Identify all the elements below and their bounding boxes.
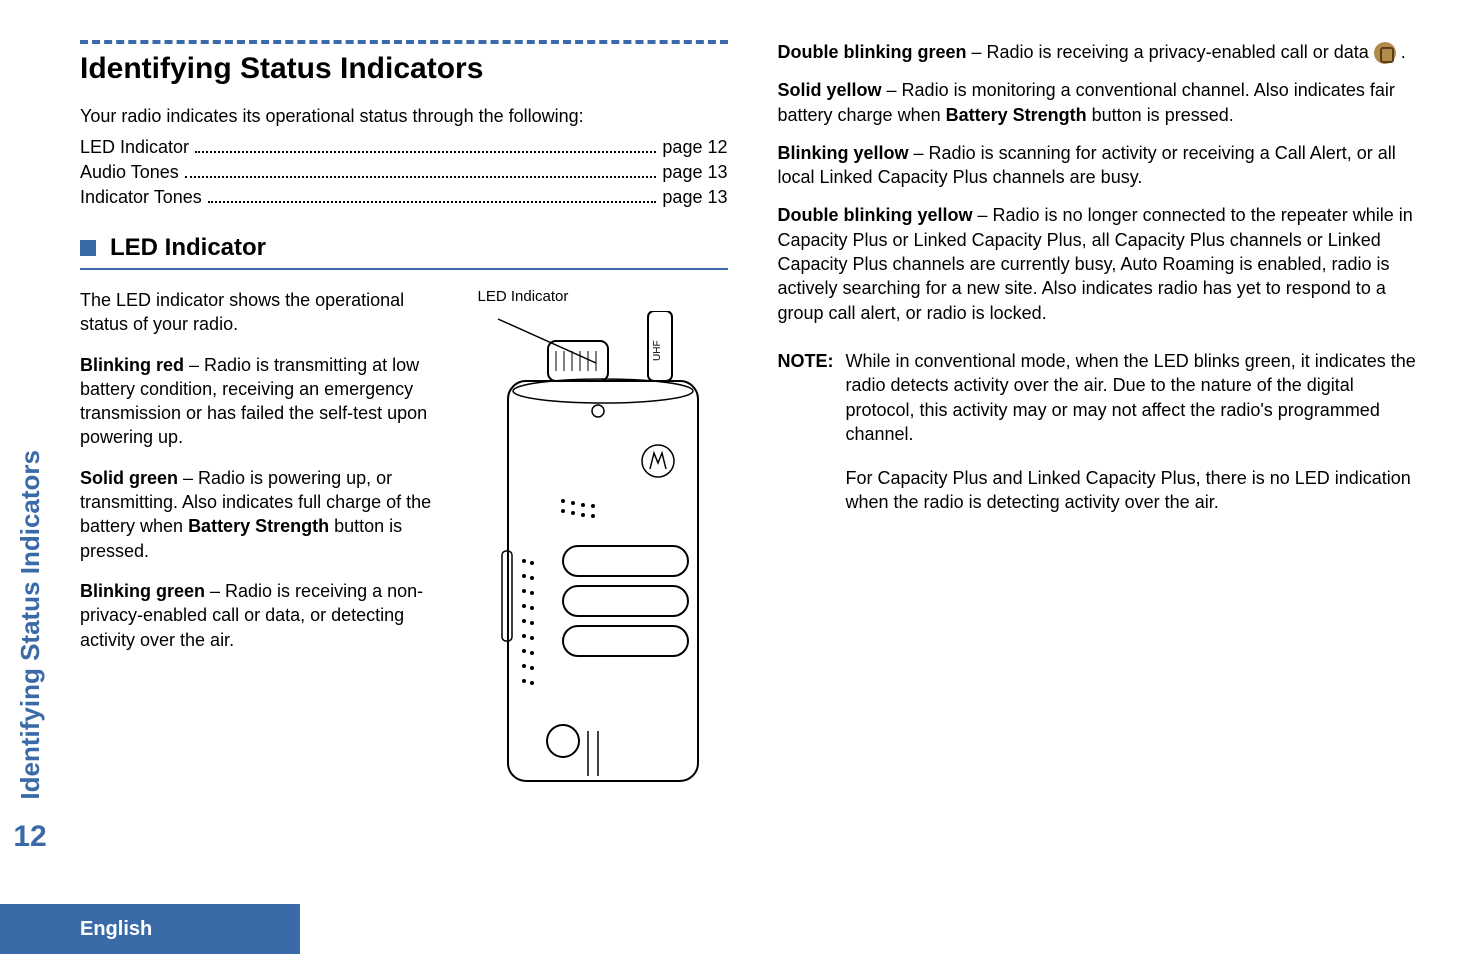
radio-illustration: UHF bbox=[468, 311, 728, 791]
state-double-blinking-green: Double blinking green – Radio is receivi… bbox=[778, 40, 1426, 64]
svg-text:UHF: UHF bbox=[652, 340, 663, 361]
state-blinking-red: Blinking red – Radio is transmitting at … bbox=[80, 353, 448, 450]
page-number: 12 bbox=[13, 820, 46, 854]
toc-label: LED Indicator bbox=[80, 137, 189, 158]
state-name: Solid green bbox=[80, 468, 178, 488]
toc-line: Audio Tones page 13 bbox=[80, 162, 728, 183]
section-body: The LED indicator shows the operational … bbox=[80, 288, 728, 796]
note-p1: While in conventional mode, when the LED… bbox=[846, 349, 1426, 446]
note-body: While in conventional mode, when the LED… bbox=[846, 349, 1426, 535]
state-double-blinking-yellow: Double blinking yellow – Radio is no lon… bbox=[778, 203, 1426, 324]
led-figure: LED Indicator UHF bbox=[468, 288, 728, 796]
sidebar-section-label: Identifying Status Indicators bbox=[15, 450, 46, 800]
section-header: LED Indicator bbox=[80, 234, 728, 262]
intro-text: Your radio indicates its operational sta… bbox=[80, 106, 728, 127]
left-column: Identifying Status Indicators Your radio… bbox=[80, 40, 728, 796]
state-blinking-green: Blinking green – Radio is receiving a no… bbox=[80, 579, 448, 652]
battery-strength: Battery Strength bbox=[188, 516, 329, 536]
toc-page: page 12 bbox=[662, 137, 727, 158]
state-desc-a: – Radio is receiving a privacy-enabled c… bbox=[967, 42, 1374, 62]
state-desc-b: button is pressed. bbox=[1087, 105, 1234, 125]
page-root: Identifying Status Indicators 12 English… bbox=[0, 0, 1475, 954]
state-blinking-yellow: Blinking yellow – Radio is scanning for … bbox=[778, 141, 1426, 190]
section-title: LED Indicator bbox=[110, 234, 266, 262]
privacy-icon bbox=[1374, 42, 1396, 64]
note-p2: For Capacity Plus and Linked Capacity Pl… bbox=[846, 466, 1426, 515]
state-name: Solid yellow bbox=[778, 80, 882, 100]
toc-label: Indicator Tones bbox=[80, 187, 202, 208]
page-title: Identifying Status Indicators bbox=[80, 52, 728, 86]
toc-line: LED Indicator page 12 bbox=[80, 137, 728, 158]
toc-dots bbox=[208, 189, 657, 203]
section-lead: The LED indicator shows the operational … bbox=[80, 288, 448, 337]
state-name: Double blinking green bbox=[778, 42, 967, 62]
state-name: Blinking yellow bbox=[778, 143, 909, 163]
figure-label: LED Indicator bbox=[478, 288, 728, 305]
content-area: Identifying Status Indicators Your radio… bbox=[0, 40, 1475, 796]
right-column: Double blinking green – Radio is receivi… bbox=[778, 40, 1426, 796]
section-rule bbox=[80, 268, 728, 270]
note-label: NOTE: bbox=[778, 349, 834, 535]
toc-page: page 13 bbox=[662, 187, 727, 208]
language-label: English bbox=[80, 918, 152, 941]
state-solid-yellow: Solid yellow – Radio is monitoring a con… bbox=[778, 78, 1426, 127]
toc-dots bbox=[185, 164, 657, 178]
state-name: Double blinking yellow bbox=[778, 205, 973, 225]
state-name: Blinking red bbox=[80, 355, 184, 375]
toc-page: page 13 bbox=[662, 162, 727, 183]
section-marker-icon bbox=[80, 240, 96, 256]
toc-label: Audio Tones bbox=[80, 162, 179, 183]
state-desc-b: . bbox=[1396, 42, 1406, 62]
toc-dots bbox=[195, 139, 656, 153]
dashed-rule bbox=[80, 40, 728, 44]
state-name: Blinking green bbox=[80, 581, 205, 601]
section-text: The LED indicator shows the operational … bbox=[80, 288, 448, 796]
note-block: NOTE: While in conventional mode, when t… bbox=[778, 349, 1426, 535]
battery-strength: Battery Strength bbox=[946, 105, 1087, 125]
sidebar: Identifying Status Indicators 12 bbox=[0, 334, 60, 854]
toc-line: Indicator Tones page 13 bbox=[80, 187, 728, 208]
state-solid-green: Solid green – Radio is powering up, or t… bbox=[80, 466, 448, 563]
language-bar: English bbox=[0, 904, 300, 954]
